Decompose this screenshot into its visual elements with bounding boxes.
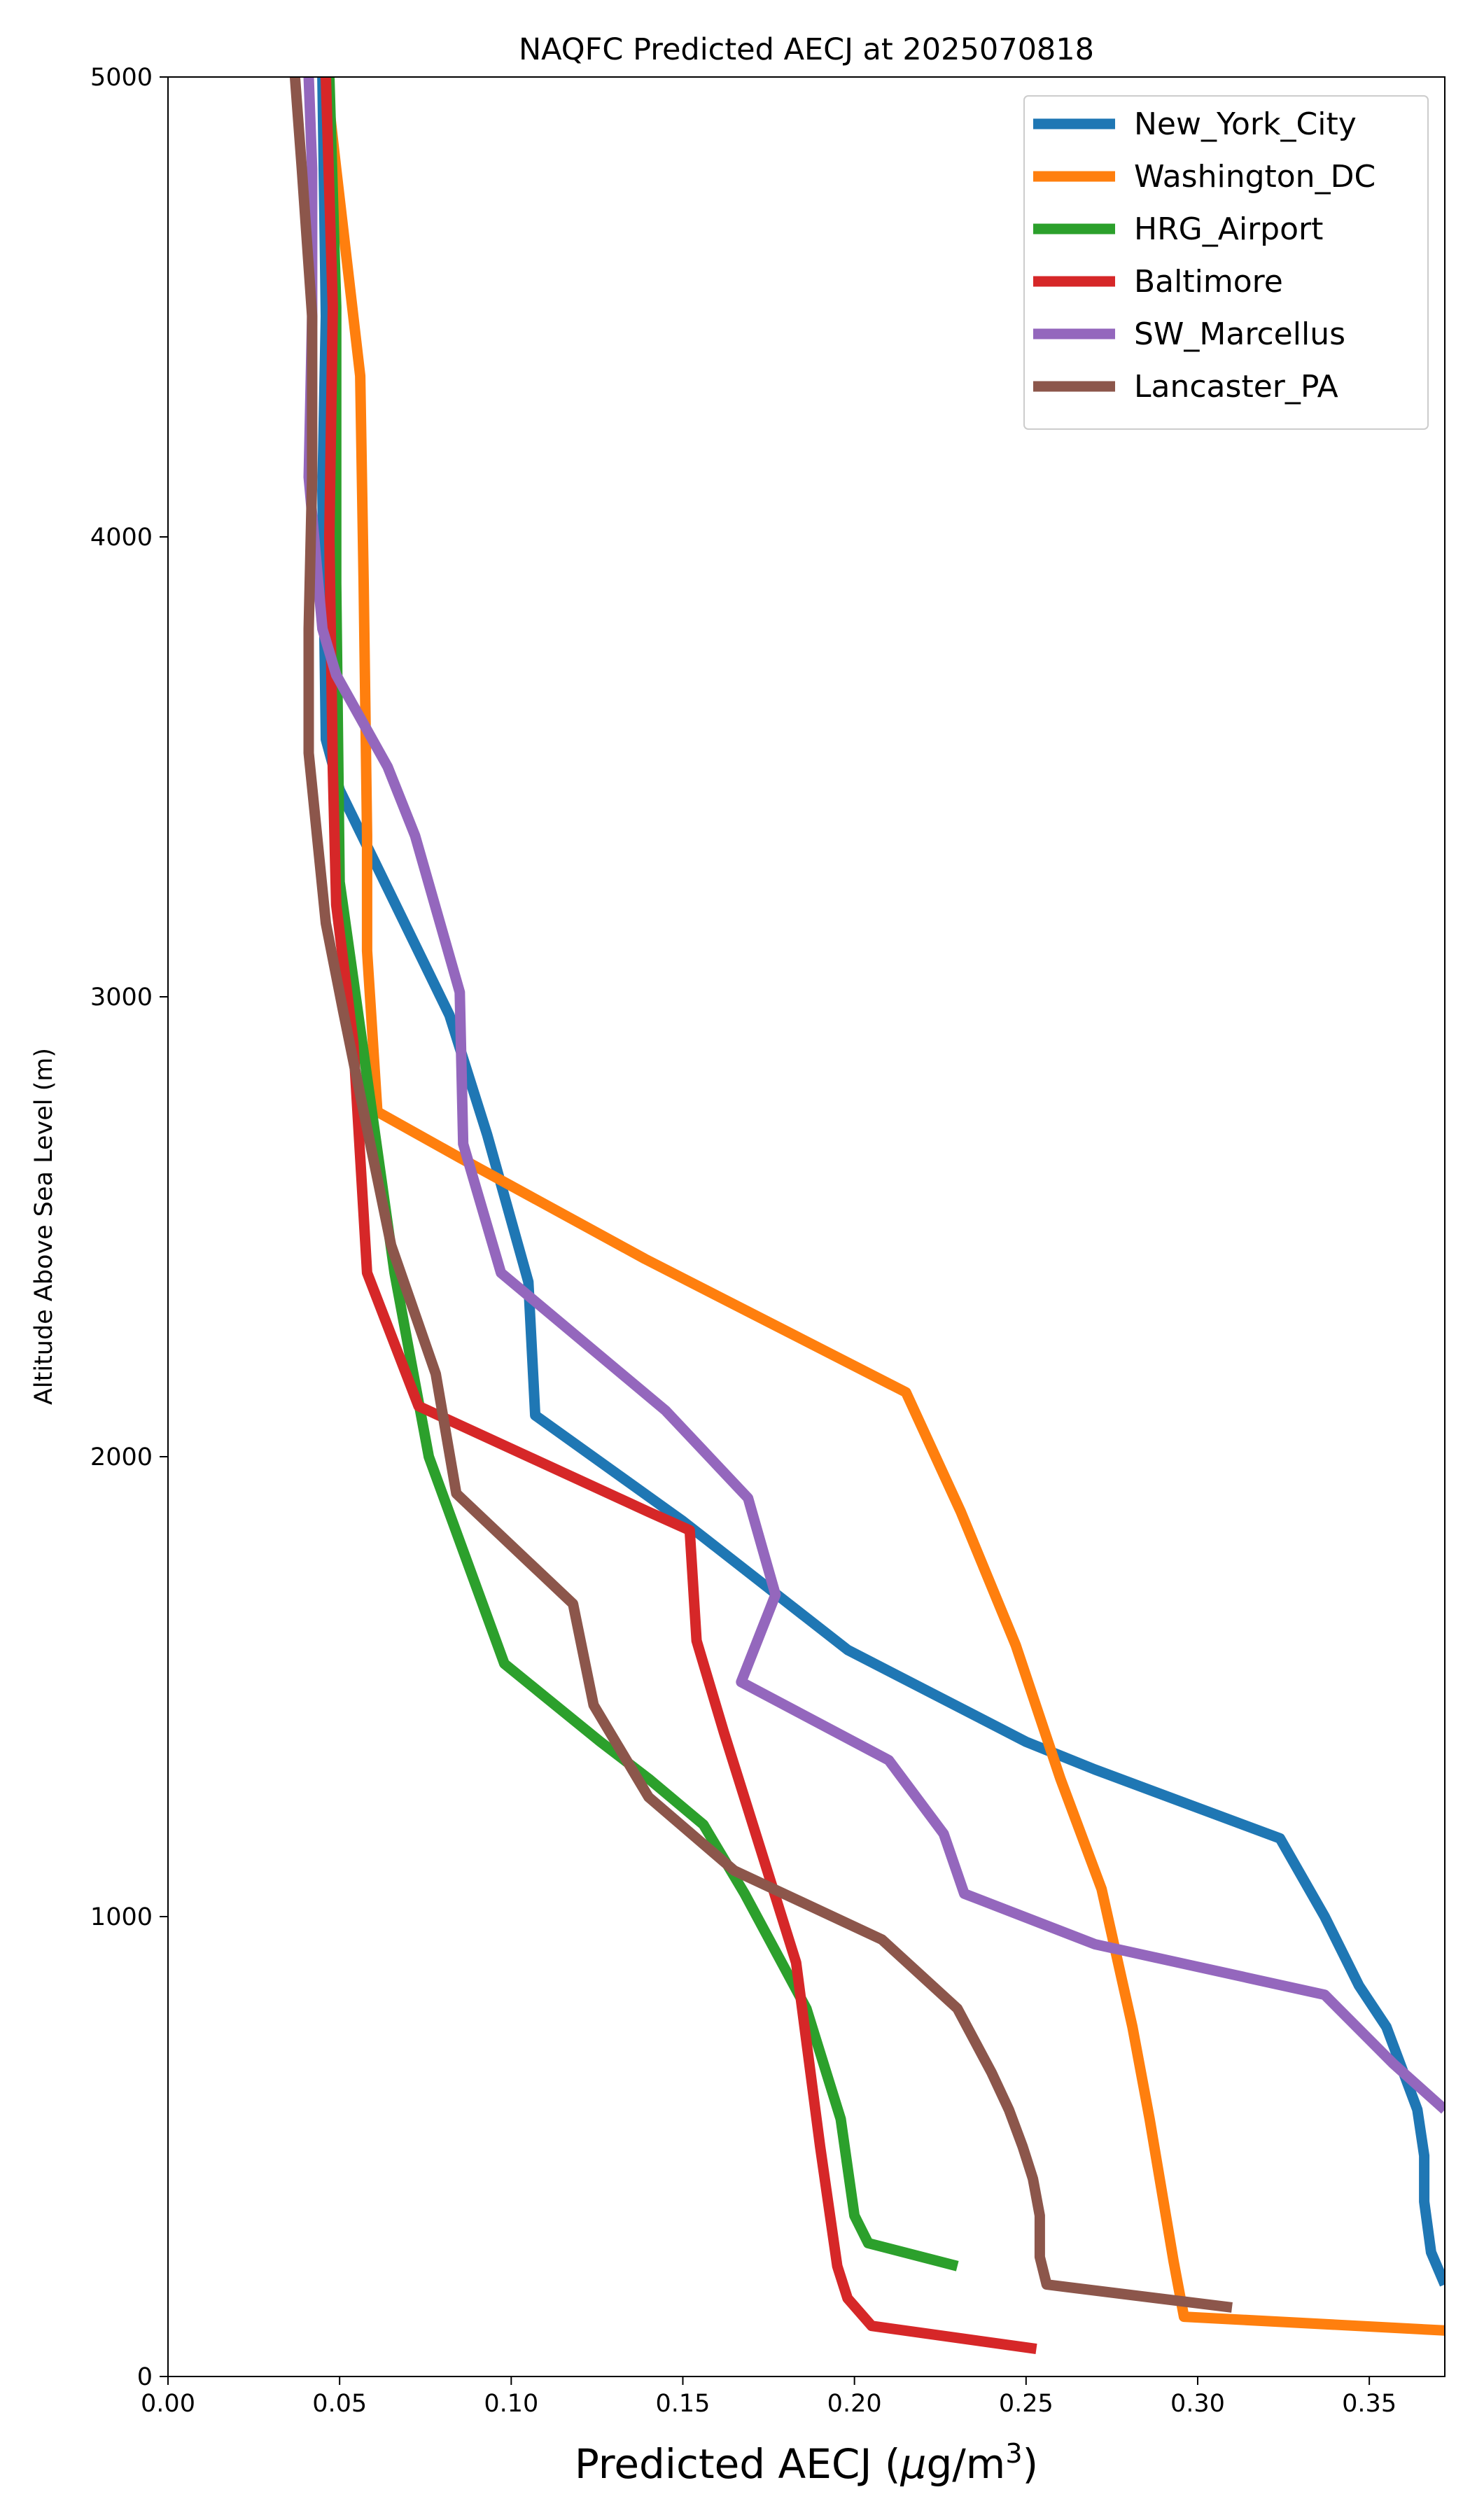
- y-tick-label: 1000: [90, 1903, 153, 1931]
- x-tick-label: 0.35: [1342, 2390, 1396, 2418]
- y-tick-label: 4000: [90, 524, 153, 552]
- legend-label-hrg-airport: HRG_Airport: [1134, 211, 1323, 247]
- legend-label-baltimore: Baltimore: [1134, 264, 1283, 300]
- series-line-lancaster-pa: [289, 77, 1233, 2313]
- legend-box: [1023, 95, 1429, 430]
- x-tick-label: 0.30: [1170, 2390, 1225, 2418]
- legend: New_York_City Washington_DC HRG_Airport Bal…: [1023, 95, 1429, 430]
- x-tick-label: 0.05: [312, 2390, 367, 2418]
- x-tick-label: 0.00: [141, 2390, 195, 2418]
- series-line-baltimore: [321, 77, 1037, 2355]
- legend-label-lancaster-pa: Lancaster_PA: [1134, 369, 1338, 405]
- x-tick-label: 0.15: [656, 2390, 710, 2418]
- y-axis-label: Altitude Above Sea Level (m): [30, 1048, 58, 1405]
- y-tick-label: 5000: [90, 64, 153, 92]
- y-axis: 0 1000 2000 3000 4000 5000: [90, 64, 168, 2391]
- chart-title: NAQFC Predicted AECJ at 2025070818: [519, 32, 1094, 67]
- series-layer: [289, 77, 1445, 2355]
- x-tick-label: 0.25: [999, 2390, 1054, 2418]
- legend-label-sw-marcellus: SW_Marcellus: [1134, 316, 1345, 352]
- x-axis-label: Predicted AECJ (μg/m3): [575, 2438, 1038, 2488]
- y-tick-label: 2000: [90, 1443, 153, 1471]
- x-axis: 0.00 0.05 0.10 0.15 0.20 0.25 0.30 0.35: [141, 2376, 1396, 2418]
- series-line-washington-dc: [321, 77, 1445, 2336]
- plot-frame: [167, 76, 1446, 2377]
- y-tick-label: 3000: [90, 983, 153, 1011]
- x-tick-label: 0.10: [484, 2390, 538, 2418]
- legend-label-washington-dc: Washington_DC: [1134, 159, 1376, 195]
- legend-label-new-york-city: New_York_City: [1134, 106, 1357, 142]
- y-tick-label: 0: [137, 2363, 153, 2391]
- x-tick-label: 0.20: [827, 2390, 882, 2418]
